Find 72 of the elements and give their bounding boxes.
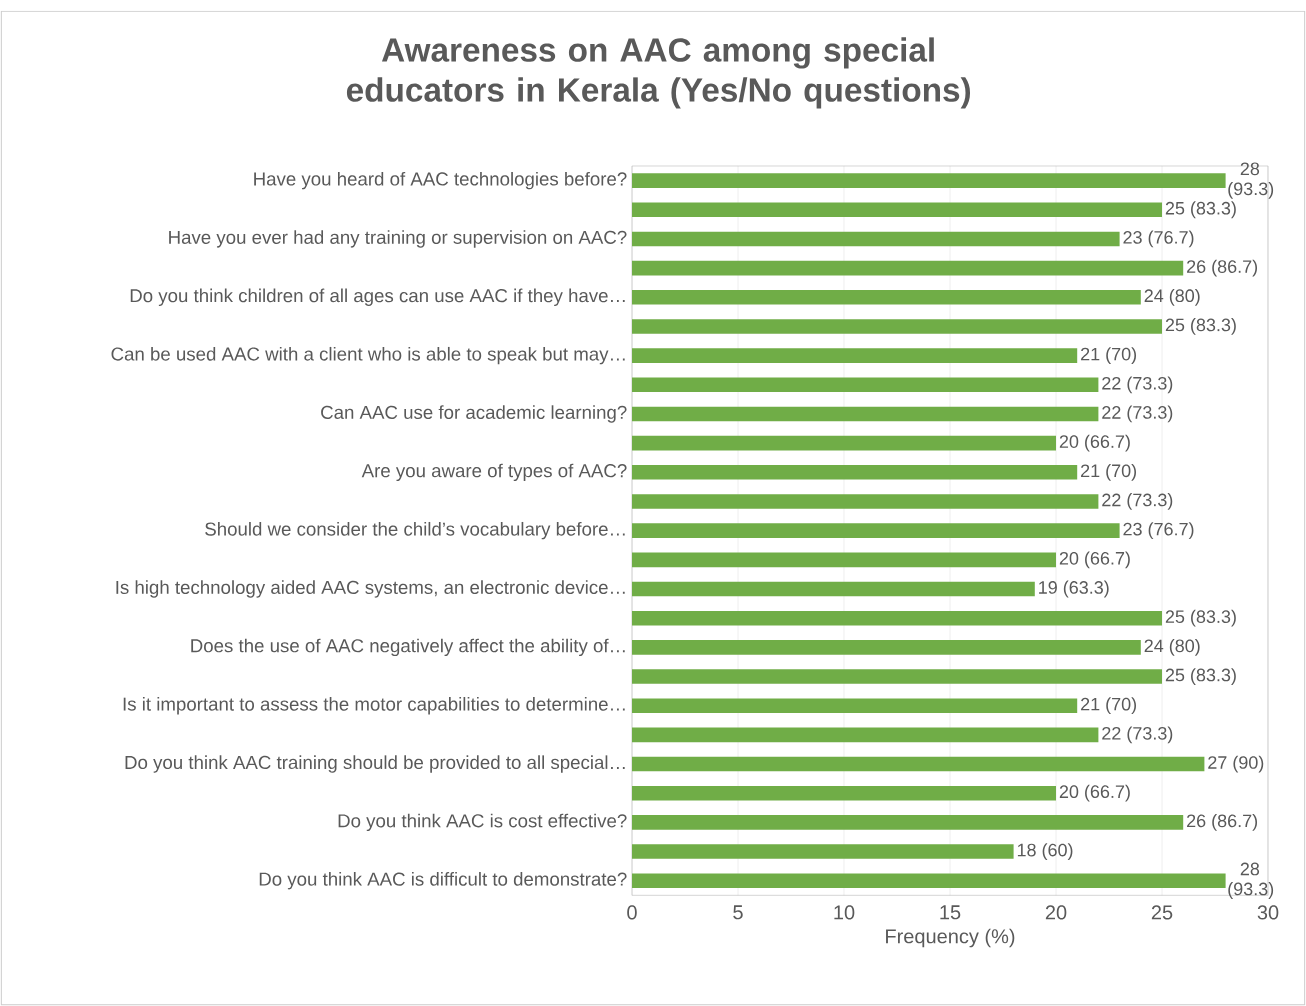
data-label: 23 (76.7) [1123,522,1194,540]
data-label: 20 (66.7) [1059,434,1130,452]
data-label: 27 (90) [1208,755,1264,773]
bar [632,610,1162,626]
bar [632,756,1205,772]
bar [632,523,1120,538]
data-label: 24 (80) [1144,288,1200,306]
y-tick-label: Are you aware of types of AAC? [361,463,627,481]
bar [632,173,1226,188]
bar [632,377,1099,393]
x-tick-label: 10 [834,905,855,920]
data-label: 22 (73.3) [1102,726,1173,744]
bar [632,844,1014,859]
data-label: 24 (80) [1144,638,1200,656]
bar [632,873,1226,889]
bar [632,289,1141,305]
y-tick-label: Does the use of AAC negatively affect the ability of… [191,638,625,657]
bar [632,202,1162,218]
y-tick-label: Have you ever had any training or supervision on AAC? [169,230,627,248]
data-label: 22 (73.3) [1102,405,1173,423]
x-tick-label: 25 [1151,905,1173,920]
bar [632,727,1099,743]
data-label: 25 (83.3) [1165,668,1236,685]
y-tick-label: Is high technology aided AAC systems, an electronic device… [116,580,625,598]
y-tick-label: Have you heard of AAC technologies before? [254,171,627,190]
chart-title: Awareness on AAC among special educators in Kerala (Yes/No questions) [346,37,971,109]
bar [632,465,1078,480]
bar [632,698,1078,713]
data-label: 23 (76.7) [1123,230,1194,248]
data-label: 20 (66.7) [1059,551,1130,569]
data-label: 28 (93.3) [1228,162,1274,199]
data-label: 26 (86.7) [1187,259,1258,277]
bar [632,406,1099,422]
data-label: 21 (70) [1081,697,1137,715]
data-label: 28 (93.3) [1228,862,1274,899]
bar [632,319,1162,334]
data-label: 25 (83.3) [1165,318,1236,335]
data-label: 22 (73.3) [1102,493,1173,510]
bar [632,435,1056,451]
bar [632,640,1141,655]
y-tick-label: Can be used AAC with a client who is able to speak but may… [111,346,625,365]
data-label: 22 (73.3) [1102,376,1173,394]
y-tick-label: Do you think AAC is cost effective? [338,813,627,832]
data-label: 19 (63.3) [1039,580,1109,598]
x-tick-label: 5 [733,905,743,920]
x-axis-title: Frequency (%) [886,928,1015,948]
bar [632,552,1056,568]
x-tick-label: 20 [1045,905,1067,920]
data-label: 26 (86.7) [1187,814,1258,831]
y-tick-label: Should we consider the child’s vocabulary before… [205,521,625,540]
bar [632,260,1184,276]
y-tick-label: Do you think AAC is difficult to demonstrate? [259,872,627,890]
y-tick-label: Do you think AAC training should be provided to all special… [125,755,625,773]
y-tick-label: Do you think children of all ages can use AAC if they have… [130,288,625,306]
y-tick-label: Can AAC use for academic learning? [321,405,627,423]
x-tick-label: 15 [940,905,961,920]
y-tick-label: Is it important to assess the motor capabilities to determine… [123,697,625,715]
data-label: 20 (66.7) [1059,784,1130,802]
data-label: 21 (70) [1081,463,1137,481]
data-label: 25 (83.3) [1165,609,1236,627]
bar [632,785,1056,801]
bar [632,231,1120,247]
bar [632,581,1035,597]
x-tick-label: 0 [627,905,637,920]
bar [632,669,1162,684]
data-label: 18 (60) [1017,843,1073,860]
data-label: 25 (83.3) [1165,201,1236,219]
bar [632,348,1078,363]
bar [632,494,1099,509]
data-label: 21 (70) [1081,347,1137,364]
x-tick-label: 30 [1257,905,1279,920]
bar [632,815,1184,830]
